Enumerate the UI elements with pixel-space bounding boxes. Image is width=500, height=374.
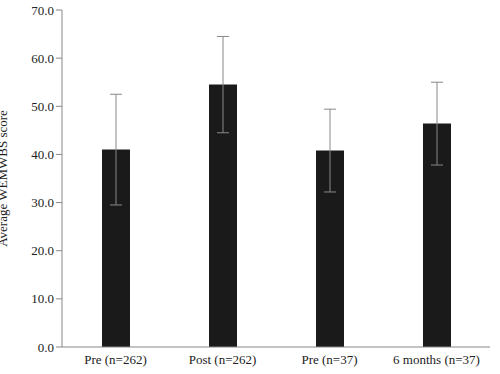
svg-text:Pre (n=262): Pre (n=262) (84, 352, 147, 367)
svg-text:Post (n=262): Post (n=262) (189, 352, 257, 367)
svg-text:70.0: 70.0 (31, 3, 54, 18)
svg-text:60.0: 60.0 (31, 51, 54, 66)
svg-text:Pre (n=37): Pre (n=37) (301, 352, 357, 367)
svg-text:30.0: 30.0 (31, 195, 54, 210)
svg-text:10.0: 10.0 (31, 291, 54, 306)
svg-text:50.0: 50.0 (31, 99, 54, 114)
svg-text:Average WEMWBS score: Average WEMWBS score (8, 110, 10, 247)
svg-text:40.0: 40.0 (31, 147, 54, 162)
svg-text:6 months (n=37): 6 months (n=37) (393, 352, 480, 367)
svg-text:0.0: 0.0 (38, 340, 54, 355)
svg-text:20.0: 20.0 (31, 243, 54, 258)
